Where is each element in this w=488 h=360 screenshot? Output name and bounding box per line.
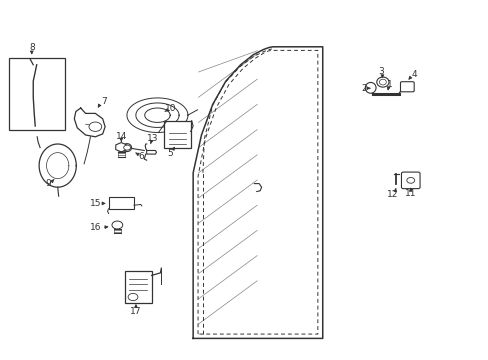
Circle shape xyxy=(89,122,102,131)
Circle shape xyxy=(128,293,138,301)
Text: 2: 2 xyxy=(361,84,366,93)
Text: 13: 13 xyxy=(147,134,159,143)
Text: 1: 1 xyxy=(386,80,392,89)
Text: 3: 3 xyxy=(378,68,384,77)
Bar xyxy=(124,271,151,303)
Text: 5: 5 xyxy=(167,149,173,158)
Text: 15: 15 xyxy=(89,199,101,208)
Polygon shape xyxy=(74,108,105,137)
Circle shape xyxy=(406,177,414,183)
Text: 8: 8 xyxy=(29,43,35,52)
Ellipse shape xyxy=(365,82,375,93)
Circle shape xyxy=(112,221,122,229)
Text: 6: 6 xyxy=(138,152,143,161)
Text: 9: 9 xyxy=(45,179,51,188)
Text: 10: 10 xyxy=(165,104,177,113)
FancyBboxPatch shape xyxy=(400,82,413,92)
Bar xyxy=(108,197,134,209)
Ellipse shape xyxy=(122,144,131,152)
Bar xyxy=(163,121,190,148)
Text: 16: 16 xyxy=(89,223,101,232)
Text: 4: 4 xyxy=(411,70,417,79)
Text: 14: 14 xyxy=(115,132,127,140)
Text: 12: 12 xyxy=(386,189,397,198)
Circle shape xyxy=(123,145,130,150)
Bar xyxy=(9,58,65,130)
Text: 7: 7 xyxy=(101,97,106,107)
Text: 11: 11 xyxy=(404,189,416,198)
Text: 17: 17 xyxy=(130,307,142,316)
Ellipse shape xyxy=(376,77,388,87)
FancyBboxPatch shape xyxy=(401,172,419,189)
Polygon shape xyxy=(145,144,156,154)
